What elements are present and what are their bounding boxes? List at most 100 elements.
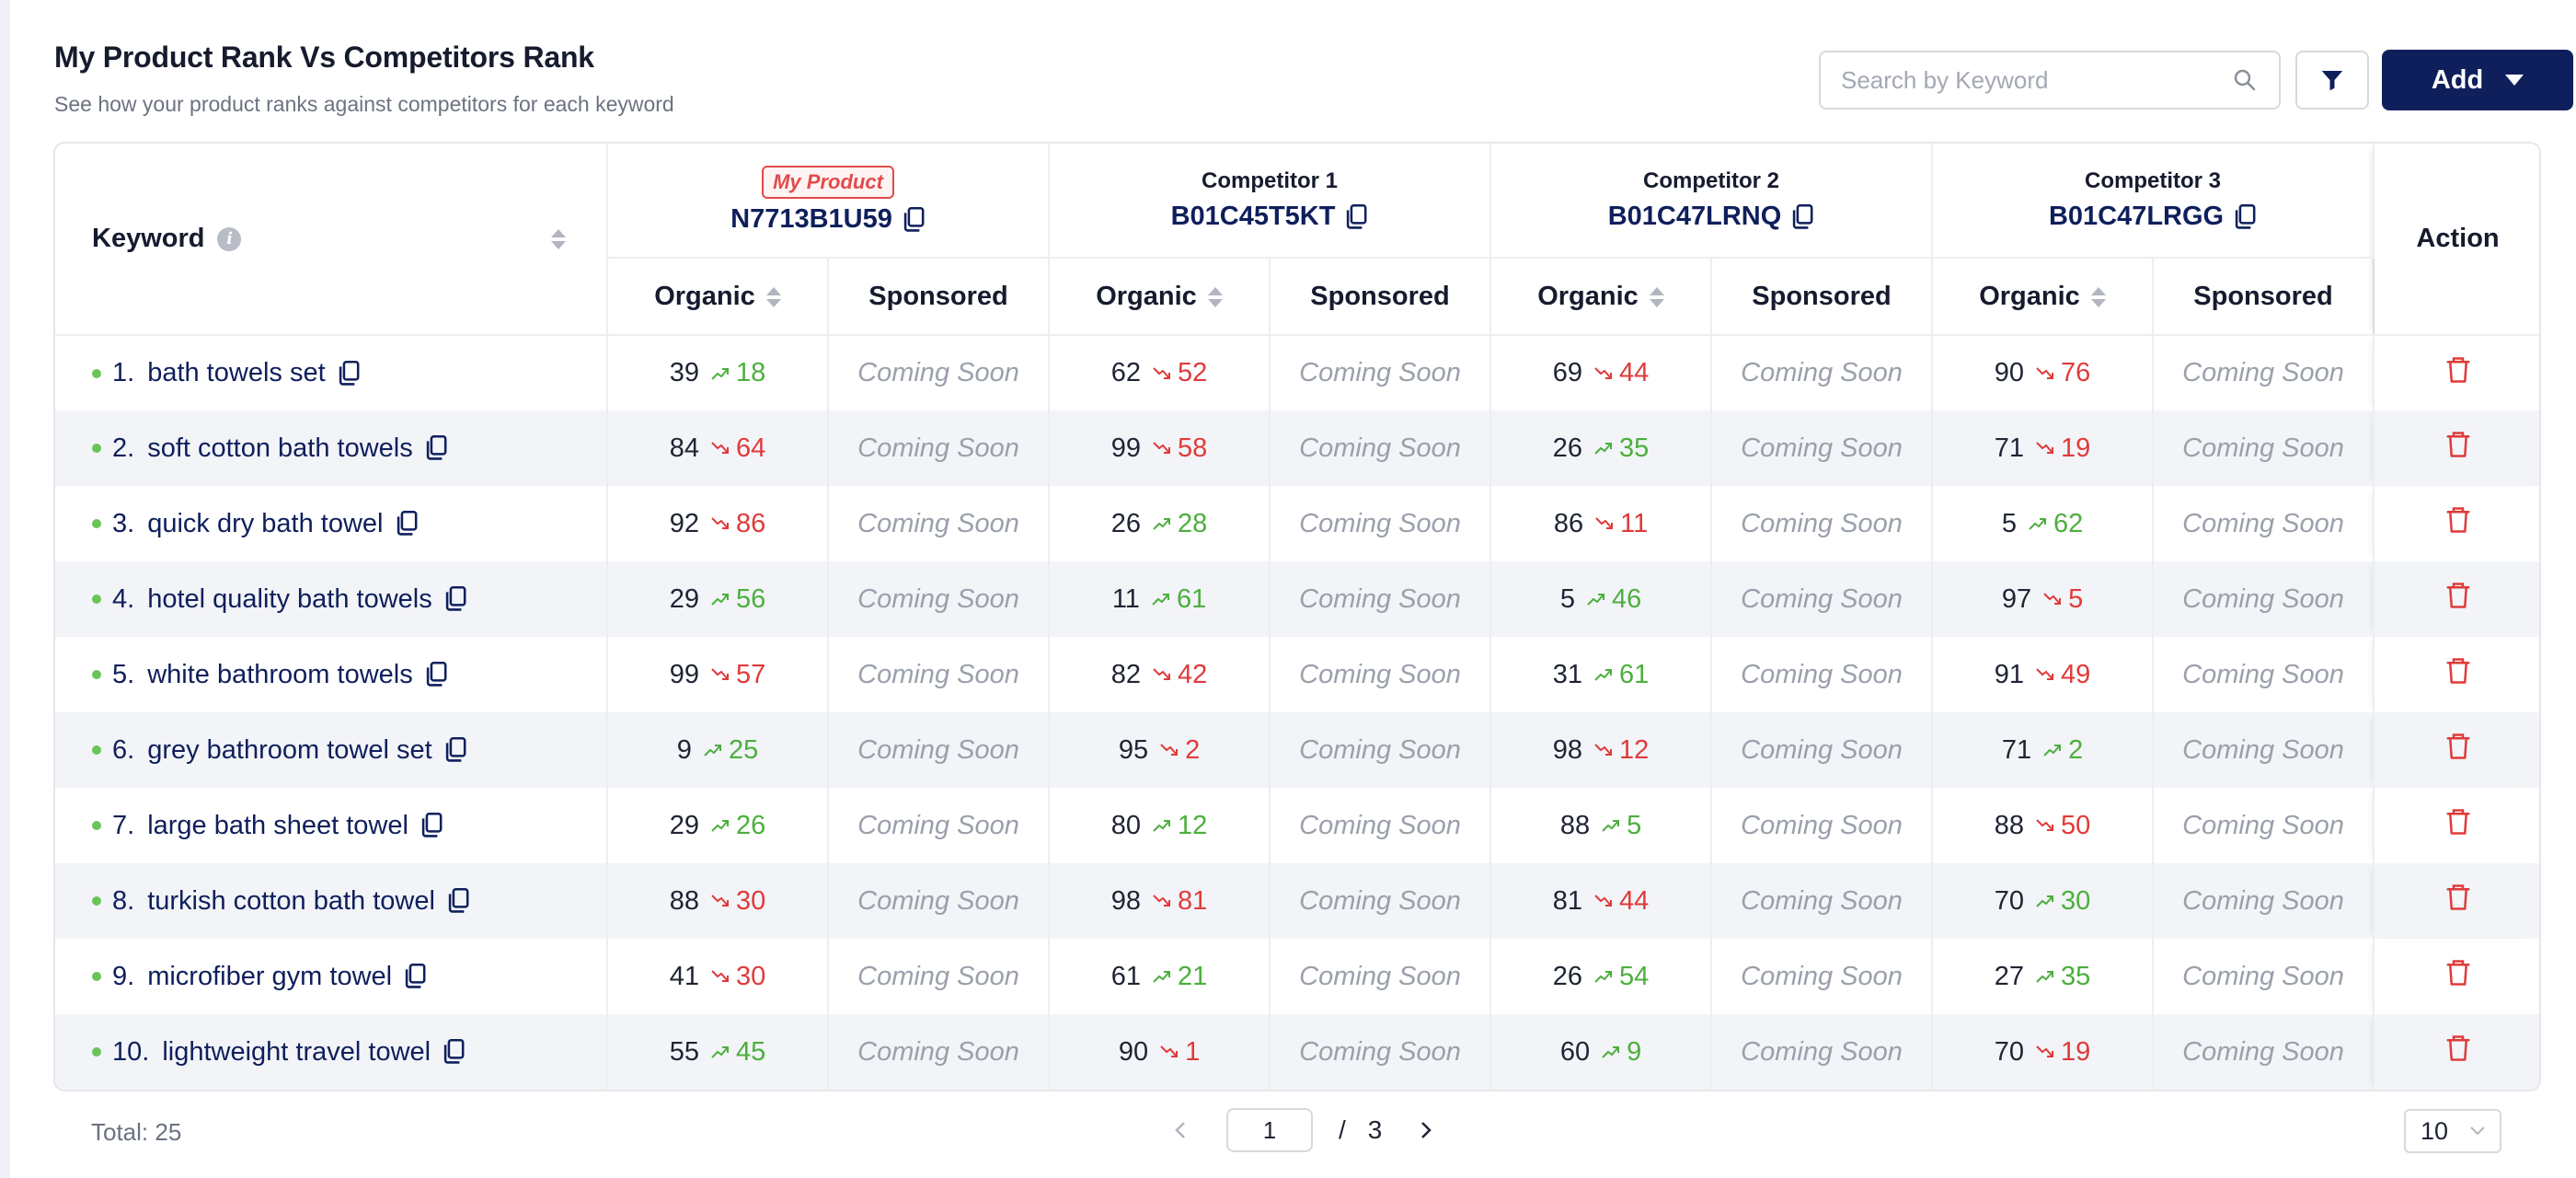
keyword-index: 6. bbox=[112, 734, 135, 765]
status-dot bbox=[92, 670, 101, 679]
copy-icon[interactable] bbox=[424, 662, 448, 687]
page-size-value: 10 bbox=[2421, 1116, 2449, 1145]
organic-sort-icon[interactable] bbox=[765, 286, 781, 307]
copy-icon[interactable] bbox=[420, 813, 443, 838]
copy-icon[interactable] bbox=[2233, 203, 2257, 230]
info-icon[interactable]: i bbox=[217, 226, 242, 251]
rank-change-value: 2 bbox=[2068, 734, 2084, 765]
page-number-input[interactable] bbox=[1226, 1108, 1313, 1152]
current-rank: 5 bbox=[1559, 583, 1575, 614]
keyword-text[interactable]: turkish cotton bath towel bbox=[147, 885, 435, 916]
copy-icon[interactable] bbox=[446, 888, 470, 914]
competitor-1-header: Competitor 1 B01C45T5KT bbox=[1049, 144, 1492, 259]
rank-change-value: 57 bbox=[736, 659, 766, 689]
rank-change: 1 bbox=[1159, 1037, 1200, 1068]
keyword-text[interactable]: white bathroom towels bbox=[147, 659, 413, 689]
competitor-asin[interactable]: B01C47LRNQ bbox=[1607, 202, 1782, 231]
trash-icon[interactable] bbox=[2444, 429, 2472, 460]
copy-icon[interactable] bbox=[403, 964, 427, 989]
organic-column-header[interactable]: Organic bbox=[1490, 258, 1713, 336]
rank-change: 30 bbox=[710, 886, 765, 917]
organic-rank-cell: 86 11 bbox=[1490, 486, 1713, 561]
trash-icon[interactable] bbox=[2444, 354, 2472, 386]
keyword-text[interactable]: quick dry bath towel bbox=[147, 508, 384, 538]
total-pages: 3 bbox=[1367, 1115, 1383, 1144]
delete-button[interactable] bbox=[2444, 432, 2472, 467]
delete-button[interactable] bbox=[2444, 356, 2472, 392]
keyword-text[interactable]: hotel quality bath towels bbox=[147, 583, 432, 614]
copy-icon[interactable] bbox=[443, 737, 467, 763]
organic-sort-icon[interactable] bbox=[1207, 286, 1223, 307]
rank-change: 19 bbox=[2035, 1037, 2090, 1068]
keyword-text[interactable]: grey bathroom towel set bbox=[147, 734, 432, 765]
sponsored-rank-cell: Coming Soon bbox=[1711, 561, 1934, 637]
organic-sort-icon[interactable] bbox=[2090, 286, 2106, 307]
trend-down-icon bbox=[1594, 744, 1613, 756]
trash-icon[interactable] bbox=[2444, 580, 2472, 611]
trash-icon[interactable] bbox=[2444, 1033, 2472, 1064]
current-rank: 29 bbox=[669, 810, 699, 840]
keyword-text[interactable]: large bath sheet towel bbox=[147, 810, 408, 840]
competitor-asin[interactable]: B01C47LRGG bbox=[2048, 202, 2225, 231]
copy-icon[interactable] bbox=[443, 586, 467, 612]
trend-up-icon bbox=[1594, 669, 1613, 681]
trash-icon[interactable] bbox=[2444, 655, 2472, 687]
search-box[interactable] bbox=[1819, 51, 2281, 110]
delete-button[interactable] bbox=[2444, 1035, 2472, 1070]
rank-change-value: 62 bbox=[2053, 508, 2084, 538]
keyword-text[interactable]: soft cotton bath towels bbox=[147, 433, 413, 463]
rank-change-value: 42 bbox=[1178, 659, 1208, 689]
copy-icon[interactable] bbox=[337, 360, 361, 387]
rank-change: 9 bbox=[1601, 1037, 1641, 1068]
copy-icon[interactable] bbox=[1790, 203, 1814, 230]
delete-button[interactable] bbox=[2444, 507, 2472, 542]
search-input[interactable] bbox=[1841, 65, 2222, 95]
next-page-button[interactable] bbox=[1408, 1112, 1444, 1149]
delete-button[interactable] bbox=[2444, 658, 2472, 693]
organic-column-header[interactable]: Organic bbox=[1932, 258, 2155, 336]
rank-change: 30 bbox=[710, 962, 765, 992]
copy-icon[interactable] bbox=[395, 511, 419, 537]
product-asin[interactable]: N7713B1U59 bbox=[730, 204, 892, 234]
rank-change-value: 12 bbox=[1178, 810, 1208, 840]
organic-column-header[interactable]: Organic bbox=[1049, 258, 1271, 336]
trash-icon[interactable] bbox=[2444, 957, 2472, 988]
copy-icon[interactable] bbox=[442, 1039, 466, 1065]
prev-page-button[interactable] bbox=[1162, 1112, 1199, 1149]
keyword-text[interactable]: lightweight travel towel bbox=[162, 1036, 431, 1067]
trash-icon[interactable] bbox=[2444, 731, 2472, 762]
sponsored-rank-cell: Coming Soon bbox=[2153, 863, 2375, 939]
copy-icon[interactable] bbox=[1344, 203, 1368, 230]
table-row: 6. grey bathroom towel set 9 25 Coming Soon 9… bbox=[55, 712, 2539, 788]
current-rank: 97 bbox=[2001, 583, 2032, 614]
trash-icon[interactable] bbox=[2444, 806, 2472, 837]
organic-sort-icon[interactable] bbox=[1649, 286, 1664, 307]
current-rank: 81 bbox=[1552, 885, 1583, 916]
copy-icon[interactable] bbox=[902, 206, 926, 233]
delete-button[interactable] bbox=[2444, 733, 2472, 768]
copy-icon[interactable] bbox=[424, 435, 448, 461]
keyword-cell: 5. white bathroom towels bbox=[55, 637, 608, 712]
current-rank: 70 bbox=[1994, 885, 2025, 916]
table-row: 5. white bathroom towels 99 57 Coming Soon 82… bbox=[55, 637, 2539, 712]
delete-button[interactable] bbox=[2444, 960, 2472, 995]
organic-column-header[interactable]: Organic bbox=[607, 258, 829, 336]
keyword-text[interactable]: bath towels set bbox=[147, 358, 326, 387]
delete-button[interactable] bbox=[2444, 583, 2472, 618]
competitor-asin[interactable]: B01C45T5KT bbox=[1170, 202, 1336, 231]
trend-up-icon bbox=[704, 745, 721, 756]
page-size-select[interactable]: 10 bbox=[2404, 1109, 2501, 1153]
delete-button[interactable] bbox=[2444, 809, 2472, 844]
keyword-sort-icon[interactable] bbox=[551, 228, 566, 249]
delete-button[interactable] bbox=[2444, 884, 2472, 919]
add-button[interactable]: Add bbox=[2382, 50, 2573, 110]
table-footer: Total: 25 / 3 10 bbox=[10, 1100, 2576, 1164]
keyword-text[interactable]: microfiber gym towel bbox=[147, 961, 393, 991]
rank-change: 81 bbox=[1152, 886, 1207, 917]
current-rank: 88 bbox=[1994, 810, 2025, 840]
filter-button[interactable] bbox=[2295, 51, 2369, 110]
sponsored-rank-cell: Coming Soon bbox=[2153, 1014, 2375, 1090]
trash-icon[interactable] bbox=[2444, 504, 2472, 536]
trash-icon[interactable] bbox=[2444, 882, 2472, 913]
search-icon[interactable] bbox=[2231, 66, 2259, 94]
